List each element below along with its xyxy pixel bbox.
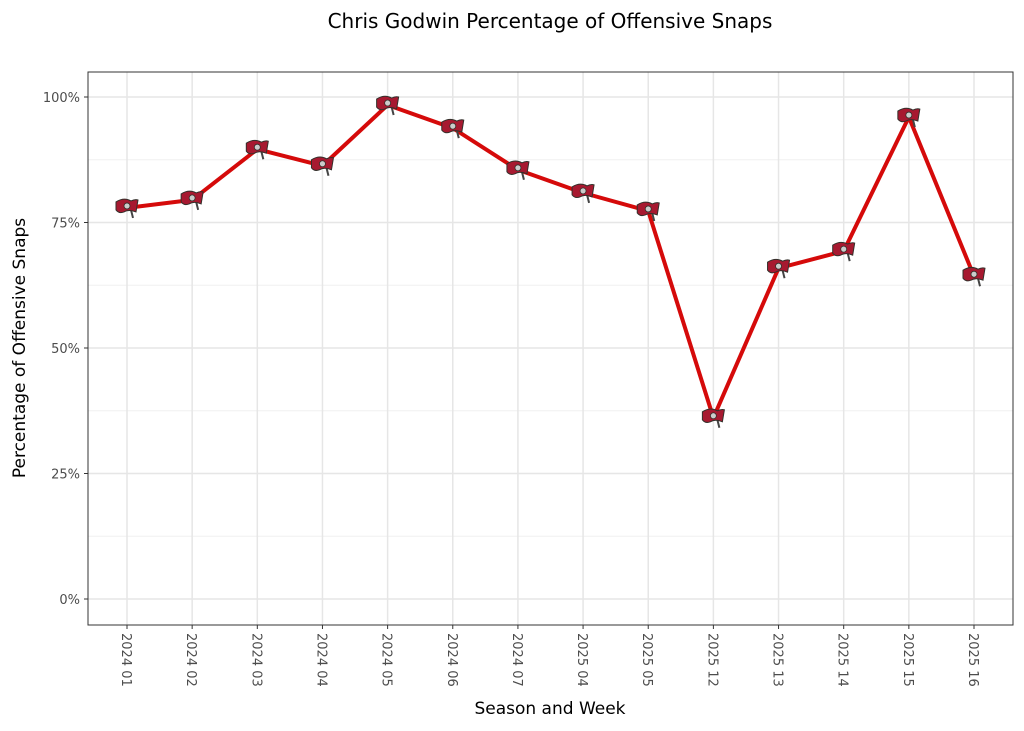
x-tick-label: 2025 16	[965, 633, 980, 687]
data-point-flag-icon	[571, 183, 595, 204]
data-point-flag-icon	[310, 156, 335, 177]
x-axis-label: Season and Week	[474, 699, 625, 719]
data-point-flag-icon	[115, 198, 139, 219]
y-tick-label: 75%	[51, 217, 80, 232]
y-tick-label: 25%	[51, 468, 80, 483]
data-point-flag-icon	[832, 241, 856, 262]
y-axis-label: Percentage of Offensive Snaps	[10, 218, 30, 478]
data-point-flag-icon	[962, 266, 986, 287]
y-tick-label: 100%	[43, 91, 80, 106]
x-tick-label: 2025 05	[639, 633, 654, 687]
data-point-flag-icon	[636, 201, 660, 222]
x-tick-label: 2024 01	[118, 633, 133, 687]
data-point-flag-icon	[441, 118, 465, 139]
data-point-flag-icon	[767, 258, 791, 279]
chart-title: Chris Godwin Percentage of Offensive Sna…	[328, 9, 773, 33]
x-tick-label: 2025 15	[900, 633, 915, 687]
data-point-flag-icon	[701, 408, 725, 429]
data-point-flag-icon	[506, 160, 530, 181]
x-tick-label: 2025 13	[770, 633, 785, 687]
y-tick-label: 50%	[51, 342, 80, 357]
y-tick-label: 0%	[59, 593, 80, 608]
x-tick-label: 2024 07	[509, 633, 524, 687]
data-point-flag-icon	[180, 190, 204, 211]
x-tick-label: 2024 05	[379, 633, 394, 687]
data-point-flag-icon	[245, 139, 269, 160]
x-tick-label: 2025 04	[574, 633, 589, 687]
data-point-flag-icon	[376, 95, 400, 116]
x-tick-label: 2025 12	[704, 633, 719, 687]
x-tick-label: 2024 06	[444, 633, 459, 687]
x-tick-label: 2025 14	[835, 633, 850, 687]
x-tick-label: 2024 03	[248, 633, 263, 687]
x-tick-label: 2024 04	[313, 633, 328, 687]
data-point-flag-icon	[897, 107, 921, 128]
x-tick-label: 2024 02	[183, 633, 198, 687]
